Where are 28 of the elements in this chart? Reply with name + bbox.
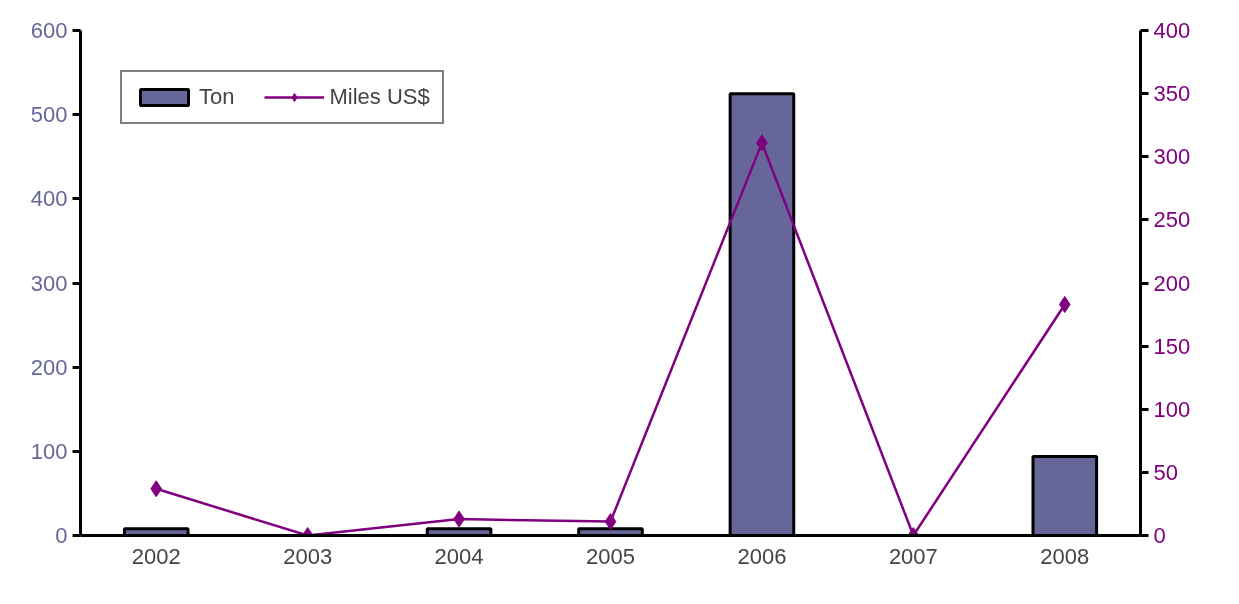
y2-tick-label: 200: [1153, 270, 1191, 296]
y2-tick-label: 50: [1153, 459, 1178, 485]
y2-tick-label: 250: [1153, 207, 1191, 233]
y-tick-label: 500: [30, 102, 68, 128]
y-tick-label: 100: [30, 438, 68, 464]
x-tick-label: 2002: [131, 543, 181, 569]
y2-tick-label: 150: [1153, 333, 1191, 359]
x-tick-label: 2008: [1040, 543, 1090, 569]
legend-label: Miles US$: [329, 84, 430, 110]
y2-tick-label: 300: [1153, 144, 1191, 170]
y2-tick-label: 400: [1153, 18, 1191, 43]
x-tick-label: 2003: [283, 543, 333, 569]
y-tick-label: 300: [30, 270, 68, 296]
legend-label: Ton: [199, 84, 235, 110]
x-tick-label: 2007: [888, 543, 938, 569]
y-tick-label: 400: [30, 186, 68, 212]
point: [150, 480, 163, 498]
y2-tick-label: 350: [1153, 81, 1191, 107]
point: [1058, 295, 1071, 313]
x-tick-label: 2006: [737, 543, 787, 569]
y2-tick-label: 0: [1153, 523, 1166, 548]
point: [604, 513, 617, 531]
y-tick-label: 200: [30, 354, 68, 380]
y-tick-label: 0: [55, 523, 68, 548]
y2-tick-label: 100: [1153, 396, 1191, 422]
y-tick-label: 600: [30, 18, 68, 43]
x-tick-label: 2004: [434, 543, 484, 569]
x-tick-label: 2005: [586, 543, 635, 569]
